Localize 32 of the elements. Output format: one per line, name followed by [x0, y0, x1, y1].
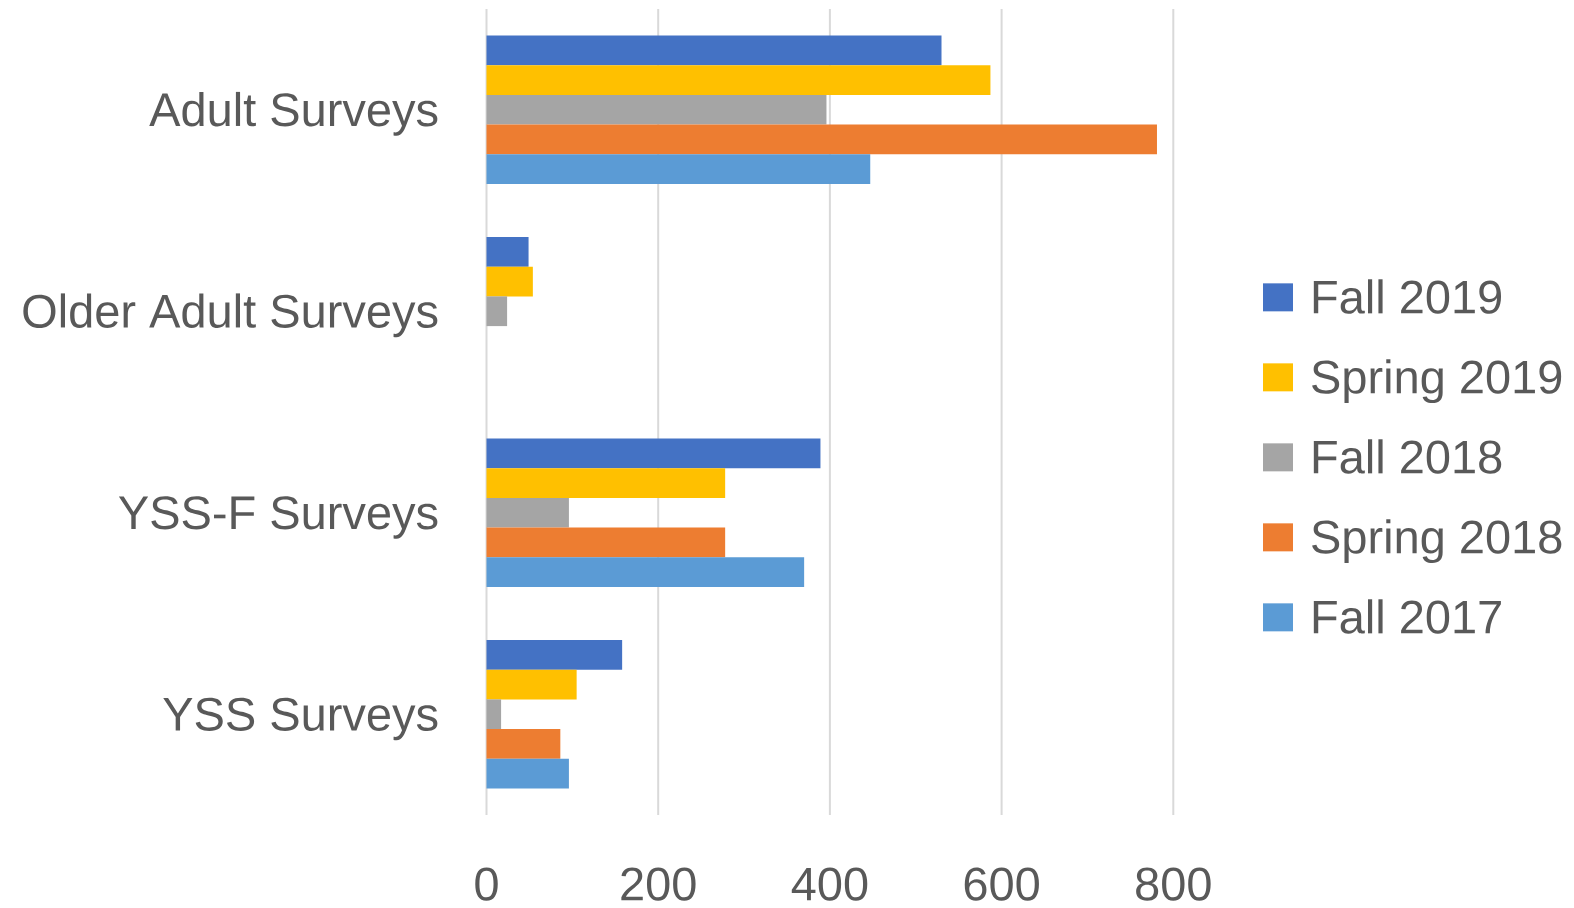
x-tick-label: 800 — [1136, 867, 1211, 901]
bar — [486, 154, 871, 185]
y-tick-label: YSS Surveys — [163, 697, 438, 741]
legend-label: Fall 2018 — [1313, 439, 1502, 474]
bar — [486, 65, 991, 95]
y-tick-label: Adult Surveys — [149, 91, 438, 136]
bar — [486, 497, 569, 528]
bar — [486, 468, 726, 498]
y-tick-label: Older Adult Surveys — [23, 293, 438, 338]
bar — [486, 296, 508, 327]
x-tick-label: 400 — [791, 867, 868, 901]
x-tick-label: 0 — [475, 867, 498, 901]
bar — [486, 758, 569, 789]
legend-label: Fall 2017 — [1313, 599, 1501, 634]
bar — [486, 729, 561, 759]
x-tick-label: 600 — [964, 867, 1039, 901]
legend-label: Spring 2019 — [1312, 359, 1562, 404]
bar — [486, 237, 529, 267]
bar — [486, 557, 805, 588]
bar — [486, 699, 502, 730]
legend-label: Fall 2019 — [1313, 279, 1502, 314]
bar — [486, 640, 623, 670]
bar — [486, 438, 821, 469]
bar — [486, 266, 533, 297]
legend-label: Spring 2018 — [1312, 519, 1562, 564]
x-tick-label: 200 — [621, 867, 696, 901]
bar — [486, 124, 1157, 155]
bar — [486, 94, 827, 125]
y-tick-label: YSS-F Surveys — [118, 496, 438, 539]
bar — [486, 35, 942, 66]
bar — [486, 669, 577, 700]
bar — [486, 527, 726, 558]
